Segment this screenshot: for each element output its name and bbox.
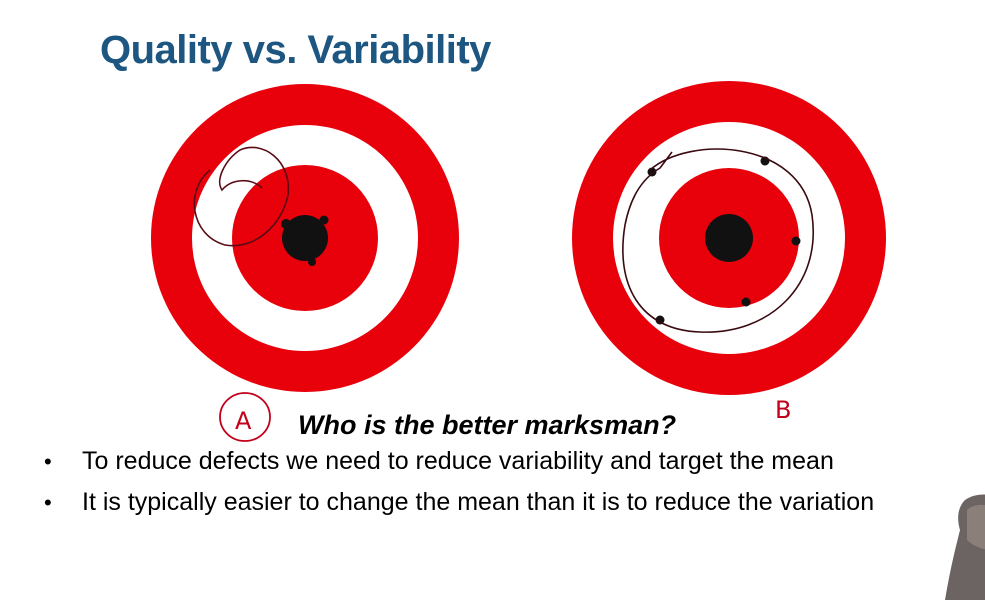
label-a-circle: [219, 392, 271, 442]
shot-mark: [791, 236, 801, 246]
target-a: [151, 84, 459, 392]
shot-mark: [655, 315, 665, 325]
label-b: B: [775, 396, 791, 424]
shot-mark: [319, 215, 329, 225]
presenter-video-overlay: [945, 494, 985, 600]
slide: Quality vs. Variability: [44, 28, 985, 600]
targets-illustration: A B: [151, 81, 886, 442]
ink-circle: [622, 148, 814, 333]
shot-mark: [647, 167, 657, 177]
bullet-list: • To reduce defects we need to reduce va…: [44, 445, 924, 527]
slide-title: Quality vs. Variability: [100, 28, 491, 72]
bullet-dot-icon: •: [44, 449, 52, 474]
shot-mark: [741, 297, 751, 307]
ink-scribble: [193, 146, 290, 247]
bullet-text: To reduce defects we need to reduce vari…: [82, 447, 834, 475]
bullet-text: It is typically easier to change the mea…: [82, 488, 875, 516]
shot-mark: [281, 219, 291, 229]
bullet-dot-icon: •: [44, 490, 52, 515]
target-b: [572, 81, 886, 395]
question-text: Who is the better marksman?: [298, 410, 677, 440]
shot-mark: [308, 258, 316, 266]
label-a: A: [235, 407, 252, 435]
bullet-item: • It is typically easier to change the m…: [44, 486, 924, 519]
bullet-item: • To reduce defects we need to reduce va…: [44, 445, 924, 478]
